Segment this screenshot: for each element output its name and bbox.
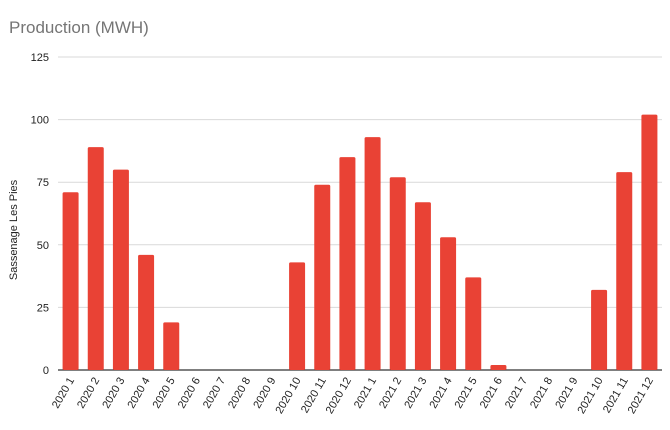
bar — [440, 237, 457, 370]
x-tick-label: 2021 1 — [352, 376, 379, 411]
bar — [616, 172, 633, 370]
bar — [490, 364, 507, 370]
x-tick-label: 2021 5 — [453, 376, 480, 411]
x-tick-label: 2020 2 — [75, 376, 102, 411]
x-tick-label: 2021 2 — [377, 376, 404, 411]
bar — [138, 254, 155, 370]
x-tick-label: 2020 7 — [201, 376, 228, 411]
x-tick-label: 2021 3 — [402, 376, 429, 411]
y-tick-label: 125 — [31, 52, 49, 64]
bar — [289, 262, 306, 370]
bar — [389, 177, 406, 370]
gridlines — [58, 56, 662, 371]
bar — [465, 277, 482, 370]
x-tick-label: 2020 8 — [226, 376, 253, 411]
x-tick-label: 2020 6 — [176, 376, 203, 411]
bar — [591, 289, 608, 370]
chart-title: Production (MWH) — [9, 18, 149, 37]
x-tick-label: 2020 4 — [125, 376, 152, 411]
x-tick-label: 2021 8 — [528, 376, 555, 411]
x-tick-label: 2021 4 — [427, 376, 454, 411]
y-tick-label: 0 — [43, 365, 49, 377]
x-tick-label: 2020 5 — [151, 376, 178, 411]
y-tick-labels: 0 25 50 75 100 125 — [31, 52, 49, 377]
y-tick-label: 50 — [37, 240, 49, 252]
bar — [112, 169, 129, 370]
y-tick-label: 100 — [31, 115, 49, 127]
y-axis-label: Sassenage Les Pies — [8, 179, 20, 280]
bar — [641, 114, 658, 370]
y-tick-label: 75 — [37, 177, 49, 189]
bar — [364, 137, 381, 370]
bar — [87, 147, 104, 370]
x-tick-label: 2020 9 — [251, 376, 278, 411]
bar — [163, 322, 180, 370]
x-tick-label: 2021 7 — [503, 376, 530, 411]
x-tick-label: 2020 1 — [50, 376, 77, 411]
x-tick-label: 2020 3 — [100, 376, 127, 411]
bars — [62, 114, 658, 370]
bar — [314, 184, 331, 370]
bar — [62, 192, 79, 370]
x-tick-label: 2021 9 — [553, 376, 580, 411]
bar — [414, 202, 431, 370]
y-tick-label: 25 — [37, 302, 49, 314]
bar — [339, 157, 356, 370]
x-tick-label: 2021 6 — [478, 376, 505, 411]
